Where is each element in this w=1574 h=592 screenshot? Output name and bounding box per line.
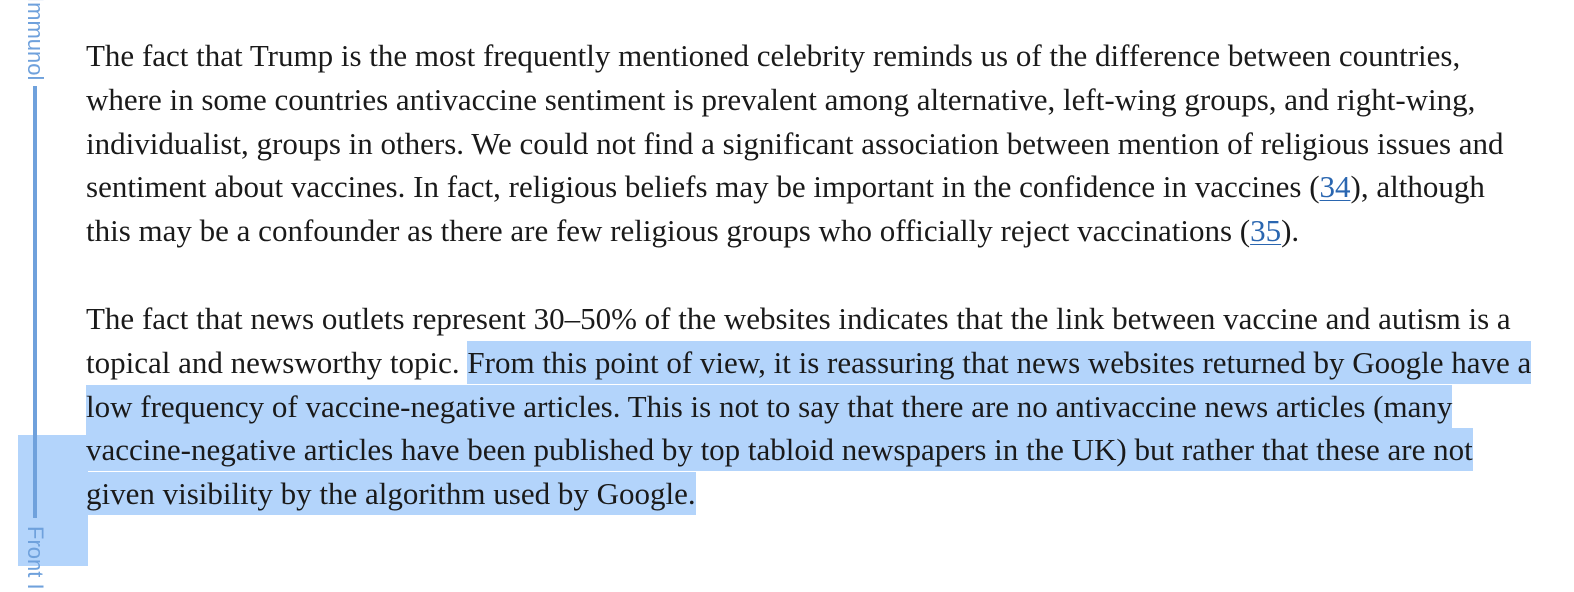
rail-divider-line xyxy=(33,86,37,518)
paragraph-text: The fact that Trump is the most frequent… xyxy=(86,38,1504,205)
journal-side-rail: Immunol Front I xyxy=(0,0,88,592)
reference-link-35[interactable]: 35 xyxy=(1250,213,1282,249)
article-body: The fact that Trump is the most frequent… xyxy=(86,34,1536,560)
paragraph-news-outlets: The fact that news outlets represent 30–… xyxy=(86,297,1536,516)
paragraph-text: ). xyxy=(1281,213,1300,249)
paragraph-trump-religion: The fact that Trump is the most frequent… xyxy=(86,34,1536,253)
rail-journal-label-top[interactable]: Immunol xyxy=(23,0,48,81)
paragraph-text: ), although this may be a confounder as … xyxy=(86,169,1485,249)
paragraph-text: The fact that news outlets represent 30–… xyxy=(86,300,1511,380)
selected-text[interactable]: From this point of view, it is reassurin… xyxy=(86,340,1532,516)
selection-margin-highlight xyxy=(18,435,88,566)
reference-link-34[interactable]: 34 xyxy=(1319,169,1351,205)
rail-journal-label-bottom[interactable]: Front I xyxy=(23,526,48,590)
